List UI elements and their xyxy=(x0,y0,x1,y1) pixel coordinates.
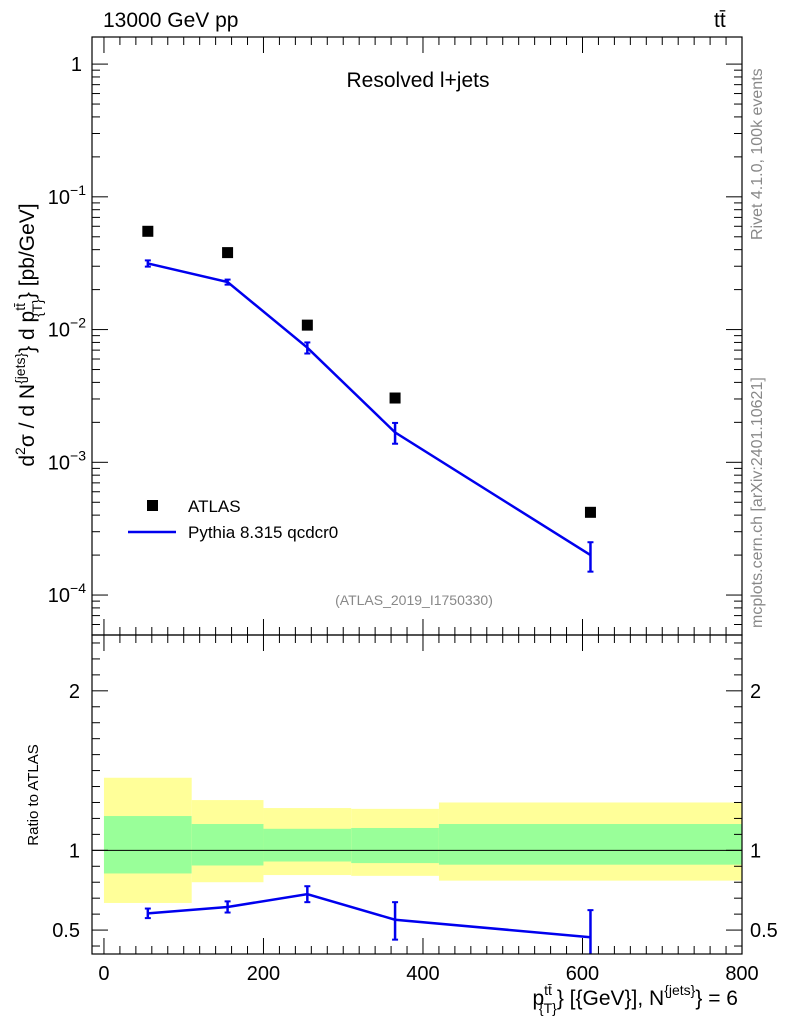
main-y-tick-label: 10−4 xyxy=(48,580,86,607)
legend-label-mc: Pythia 8.315 qcdcr0 xyxy=(188,523,338,542)
x-tick-label: 800 xyxy=(725,963,758,985)
x-tick-label: 600 xyxy=(566,963,599,985)
main-title: Resolved l+jets xyxy=(347,69,490,92)
energy-label: 13000 GeV pp xyxy=(103,9,238,32)
ratio-marks xyxy=(144,885,594,954)
legend: ATLAS Pythia 8.315 qcdcr0 xyxy=(128,497,338,542)
legend-label-atlas: ATLAS xyxy=(188,497,241,516)
ratio-plot-panel: 0.5 0.5 1 1 2 2 0 200 400 600 800 Ratio to ATLAS p… xyxy=(25,634,778,1016)
ratio-y-tick-label-right: 1 xyxy=(750,840,761,862)
ratio-y-tick-label-right: 0.5 xyxy=(750,920,778,942)
main-ticks: 1 10−1 10−2 10−3 10−4 xyxy=(48,37,743,636)
ratio-band-inner xyxy=(191,824,264,866)
main-y-tick-label: 1 xyxy=(71,54,82,76)
x-tick-label: 400 xyxy=(406,963,439,985)
atlas-data-point xyxy=(301,319,313,331)
main-plot-panel: 1 10−1 10−2 10−3 10−4 Resolved l+jets (ATLAS… xyxy=(12,36,743,636)
ratio-bands xyxy=(103,777,742,903)
svg-text:d2σ / d N{jets}} d ptt̄{T}} [p: d2σ / d N{jets}} d ptt̄{T}} [pb/GeV] xyxy=(12,203,45,466)
ratio-band-inner xyxy=(438,824,742,865)
x-tick-label: 0 xyxy=(98,963,109,985)
ratio-y-tick-label: 2 xyxy=(69,681,80,703)
atlas-data-point xyxy=(222,247,234,259)
ratio-band-inner xyxy=(103,816,192,874)
atlas-data-point xyxy=(142,225,154,237)
main-marks xyxy=(142,225,596,573)
ratio-band-inner xyxy=(351,827,439,864)
legend-marker-atlas xyxy=(147,500,158,511)
ratio-y-tick-label-right: 2 xyxy=(750,681,761,703)
mcplots-label: mcplots.cern.ch [arXiv:2401.10621] xyxy=(749,377,766,628)
x-tick-label: 200 xyxy=(247,963,280,985)
main-y-tick-label: 10−3 xyxy=(48,447,86,474)
ratio-mc-line xyxy=(147,892,591,939)
ratio-band-inner xyxy=(263,828,352,862)
process-label: tt̄ xyxy=(714,9,726,32)
ratio-y-tick-label: 1 xyxy=(69,840,80,862)
rivet-label: Rivet 4.1.0, 100k events xyxy=(749,68,766,240)
ratio-y-tick-label: 0.5 xyxy=(52,920,80,942)
ratio-ticks: 0.5 0.5 1 1 2 2 0 200 400 600 800 xyxy=(52,635,778,985)
ratio-frame xyxy=(91,634,743,955)
main-frame xyxy=(91,36,743,636)
svg-text:ptt̄{T}} [{GeV}], N{jets}} = 6: ptt̄ {T}} [{GeV}], N{jets}} = 6 xyxy=(532,982,738,1016)
atlas-data-point xyxy=(389,392,401,404)
main-y-tick-label: 10−1 xyxy=(48,182,86,209)
ratio-y-axis-label: Ratio to ATLAS xyxy=(25,744,42,845)
analysis-id: (ATLAS_2019_I1750330) xyxy=(335,592,493,608)
main-y-axis-label: d2σ / d N{jets}} d ptt̄{T}} [pb/GeV] xyxy=(12,203,45,466)
x-axis-label: ptt̄ {T}} [{GeV}], N{jets}} = 6 xyxy=(532,982,738,1016)
main-y-tick-label: 10−2 xyxy=(48,315,86,342)
atlas-data-point xyxy=(584,506,596,518)
